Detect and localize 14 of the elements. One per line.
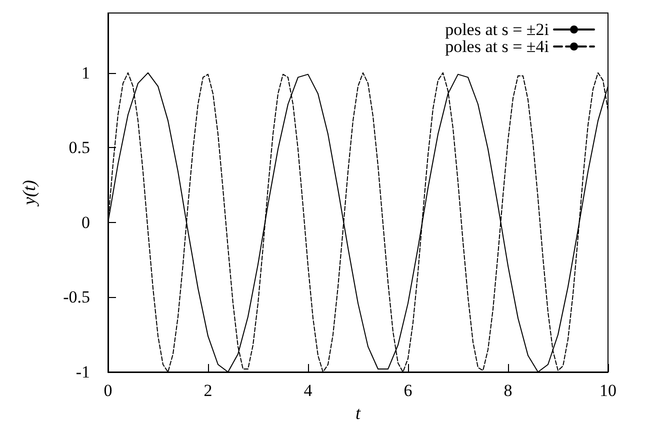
x-tick-label: 2 (204, 381, 212, 400)
y-axis-title: y(t) (19, 180, 39, 207)
x-tick-label: 4 (304, 381, 313, 400)
y-tick-label: 0 (82, 212, 90, 232)
y-tick-label: -1 (76, 362, 90, 382)
x-tick-label: 8 (504, 381, 512, 400)
y-tick-label: -0.5 (63, 288, 90, 307)
y-tick-label: 0.5 (68, 138, 90, 158)
legend-label: poles at s = ±2i (445, 20, 550, 39)
x-tick-label: 6 (404, 381, 412, 400)
x-axis-title: t (355, 403, 362, 423)
x-tick-label: 10 (600, 381, 616, 400)
x-tick-label: 0 (104, 381, 112, 400)
y-tick-label: 1 (82, 63, 90, 82)
